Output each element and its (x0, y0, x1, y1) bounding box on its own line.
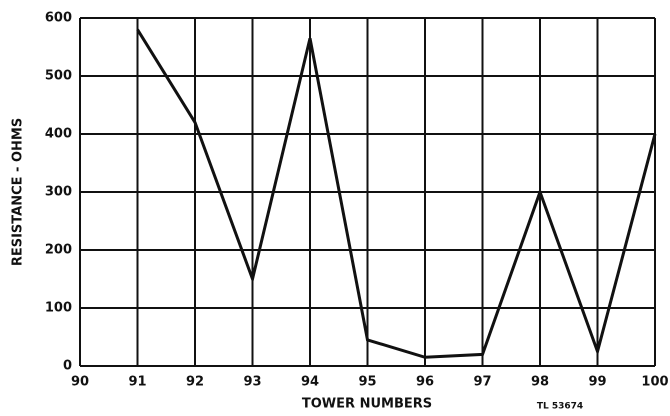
x-tick-label: 96 (416, 375, 434, 390)
x-tick-label: 93 (243, 375, 261, 390)
y-axis-label: RESISTANCE - OHMS (11, 118, 26, 266)
y-tick-label: 300 (45, 185, 72, 200)
x-tick-label: 99 (588, 375, 606, 390)
y-tick-label: 500 (45, 69, 72, 84)
x-axis-label: TOWER NUMBERS (302, 397, 432, 412)
x-tick-label: 94 (301, 375, 319, 390)
x-tick-label: 92 (186, 375, 204, 390)
y-tick-label: 0 (63, 359, 72, 374)
y-tick-label: 400 (45, 127, 72, 142)
x-tick-label: 90 (71, 375, 89, 390)
x-tick-label: 100 (641, 375, 668, 390)
x-tick-label: 95 (358, 375, 376, 390)
y-tick-label: 200 (45, 243, 72, 258)
annotation: TL 53674 (537, 402, 583, 412)
y-tick-label: 100 (45, 301, 72, 316)
data-line (136, 28, 657, 359)
x-tick-label: 97 (473, 375, 491, 390)
y-tick-label: 600 (45, 11, 72, 26)
x-tick-label: 91 (128, 375, 146, 390)
x-tick-label: 98 (531, 375, 549, 390)
